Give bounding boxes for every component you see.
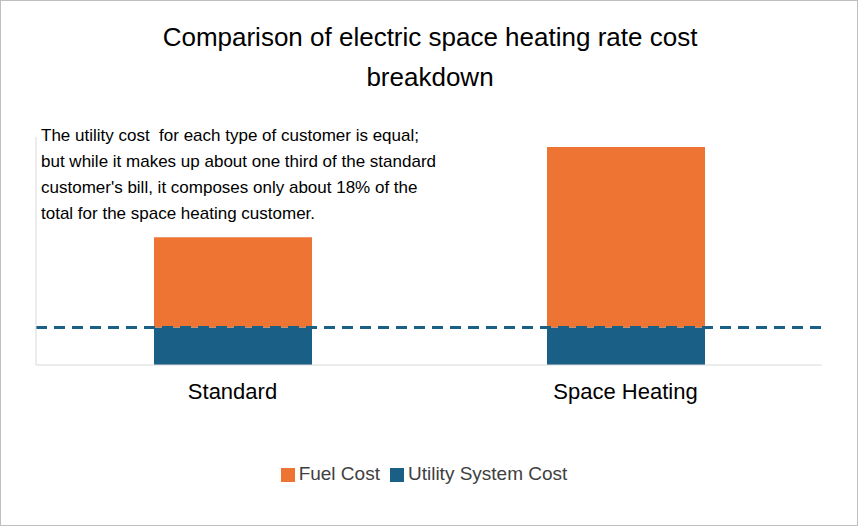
html-text:Comparison of electric space h: Comparison of electric space heating rat… xyxy=(162,22,698,92)
html-text:Utility System Cost: Utility System Cost xyxy=(407,463,568,484)
svg-text:Standard: Standard xyxy=(188,379,277,404)
html-text:The utility cost for each type: The utility cost for each type of custom… xyxy=(41,126,419,145)
html-text:customer's bill, it composes o: customer's bill, it composes only about … xyxy=(41,178,418,197)
html-text:but while it makes up about on: but while it makes up about one third of… xyxy=(41,152,436,171)
svg-text:Space Heating: Space Heating xyxy=(553,379,697,404)
html-text:total for the space heating cu: total for the space heating customer. xyxy=(41,204,316,223)
html-text:Fuel Cost: Fuel Cost xyxy=(298,463,380,484)
